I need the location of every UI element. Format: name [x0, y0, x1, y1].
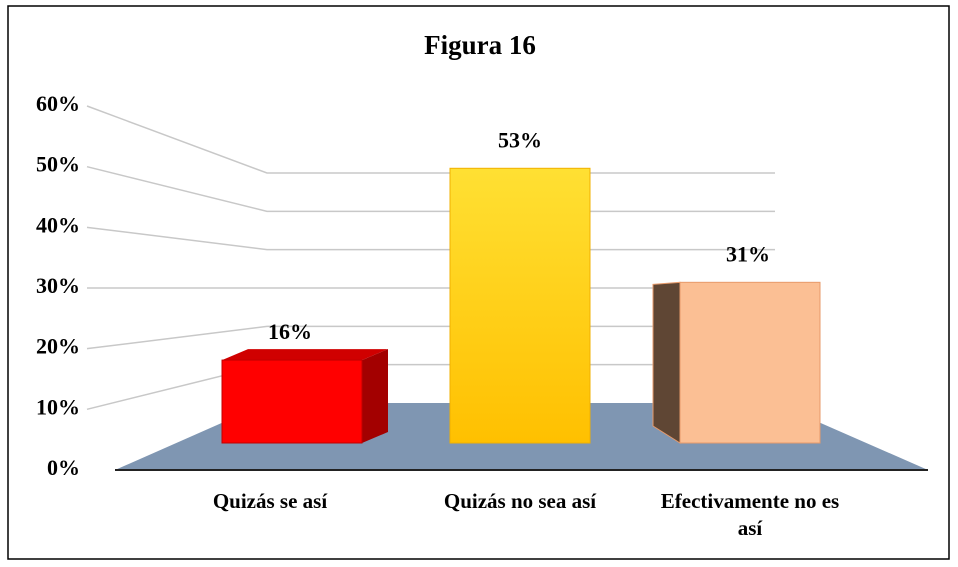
bar — [449, 167, 591, 444]
value-label: 31% — [726, 241, 770, 266]
bar-side — [652, 281, 681, 444]
bar — [679, 281, 821, 444]
y-tick-label: 30% — [36, 273, 80, 298]
y-tick-label: 60% — [36, 91, 80, 116]
y-tick-label: 0% — [47, 455, 80, 480]
y-tick-label: 20% — [36, 334, 80, 359]
value-label: 16% — [268, 319, 312, 344]
chart-title: Figura 16 — [424, 30, 536, 60]
grid-line — [86, 105, 775, 174]
y-tick-label: 40% — [36, 212, 80, 237]
grid-line — [86, 226, 775, 251]
value-label: 53% — [498, 127, 542, 152]
grid-line — [86, 325, 775, 350]
y-tick-label: 10% — [36, 394, 80, 419]
x-tick-label: Quizás no sea así — [444, 489, 597, 513]
bar-top — [222, 349, 388, 361]
bar — [221, 359, 363, 444]
grid-line — [86, 165, 775, 213]
bar-side — [362, 349, 388, 443]
y-tick-label: 50% — [36, 152, 80, 177]
x-tick-label: Efectivamente no es así — [661, 489, 839, 540]
x-tick-label: Quizás se así — [213, 489, 329, 513]
